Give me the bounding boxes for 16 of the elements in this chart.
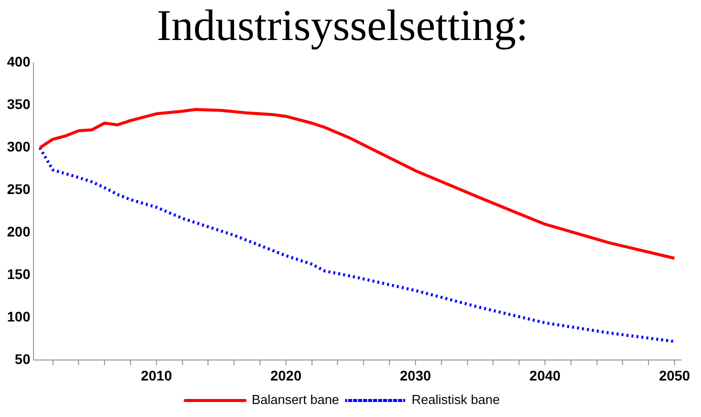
x-tick-label: 2050 — [658, 367, 690, 384]
y-tick-label: 250 — [7, 181, 31, 198]
y-tick-label: 300 — [7, 138, 31, 155]
legend-label: Realistisk bane — [412, 392, 500, 408]
x-tick-label: 2020 — [270, 367, 302, 384]
y-tick-label: 350 — [7, 96, 31, 112]
x-tick-label: 2040 — [529, 367, 561, 384]
chart-title: Industrisysselsetting: — [156, 0, 528, 50]
y-tick-label: 50 — [14, 351, 31, 368]
y-tick-label: 100 — [7, 308, 31, 325]
x-tick-label: 2030 — [400, 367, 432, 384]
y-tick-label: 150 — [7, 266, 31, 282]
x-tick-label: 2010 — [140, 367, 172, 384]
y-tick-label: 200 — [7, 224, 31, 240]
y-tick-label: 400 — [7, 54, 31, 70]
legend-label: Balansert bane — [252, 392, 340, 408]
